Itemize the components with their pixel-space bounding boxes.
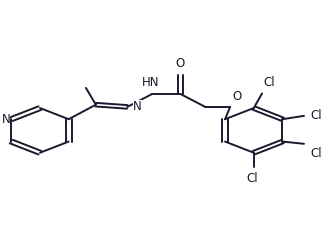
Text: HN: HN xyxy=(142,76,159,89)
Text: Cl: Cl xyxy=(246,172,258,185)
Text: Cl: Cl xyxy=(310,109,322,122)
Text: O: O xyxy=(233,90,242,103)
Text: O: O xyxy=(176,57,185,70)
Text: N: N xyxy=(2,113,10,126)
Text: N: N xyxy=(133,100,142,113)
Text: Cl: Cl xyxy=(264,76,275,89)
Text: Cl: Cl xyxy=(310,147,322,160)
